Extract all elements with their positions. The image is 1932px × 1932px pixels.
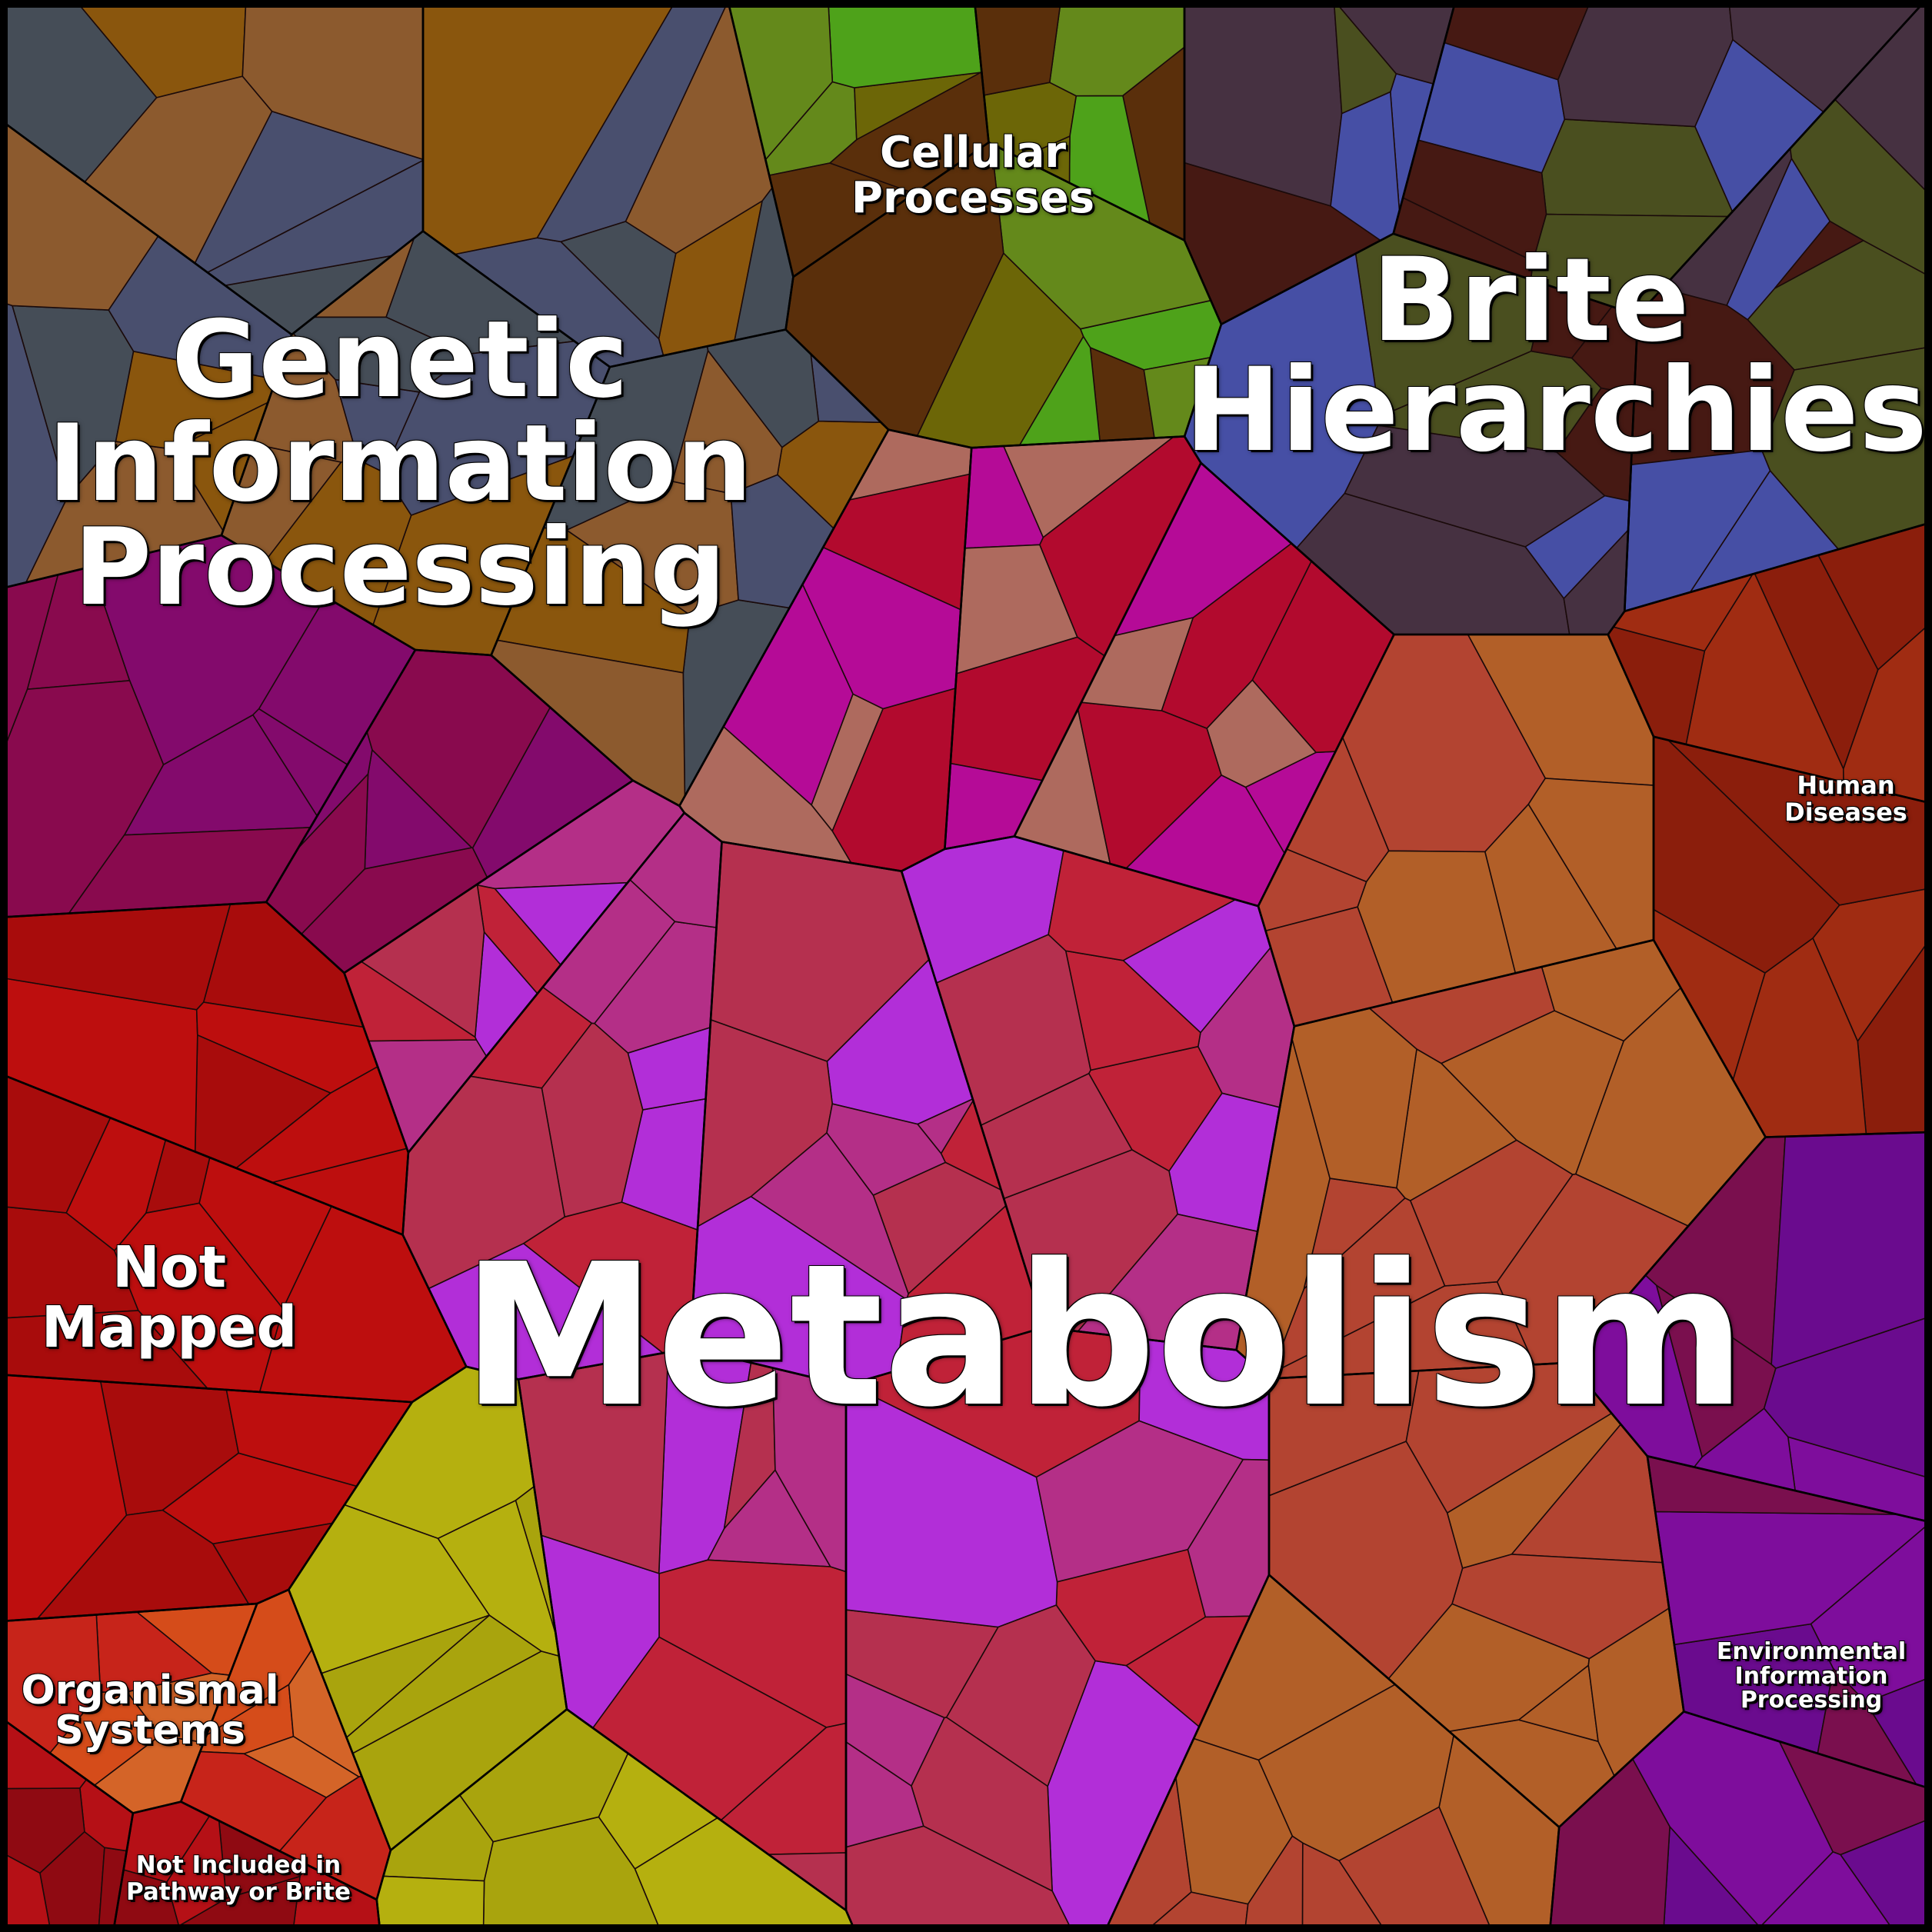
voronoi-region-outline-unlabeled_right <box>1103 1573 1561 1932</box>
voronoi-region-outline-not_included <box>0 1715 135 1932</box>
voronoi-subcell-not_mapped <box>0 903 232 1011</box>
voronoi-subcell-metabolism <box>826 1103 947 1196</box>
voronoi-subcell-metabolism <box>945 1604 1096 1787</box>
voronoi-subcell-brite <box>1774 220 1865 289</box>
voronoi-subcell-environmental <box>1839 1817 1932 1932</box>
voronoi-subcell-human_diseases <box>1842 621 1932 804</box>
voronoi-region-outline-unlabeled_left <box>265 648 635 974</box>
voronoi-subcell-unlabeled_left <box>0 680 165 918</box>
voronoi-subcell-unlabeled_right <box>1268 1441 1464 1680</box>
voronoi-region-outline-genetic <box>0 0 425 336</box>
voronoi-subcell-organismal <box>242 1735 361 1799</box>
voronoi-subcell-cellular <box>827 0 983 88</box>
voronoi-subcell-metabolism <box>1035 1420 1244 1583</box>
voronoi-subcell-not_included <box>0 1787 85 1874</box>
voronoi-subcell-genetic <box>242 0 424 161</box>
voronoi-subcell-unlabeled_yellow <box>375 1875 485 1932</box>
voronoi-region-outline-genetic <box>0 118 293 590</box>
voronoi-subcell-not_included <box>0 1850 52 1932</box>
voronoi-subcell-cellular <box>974 0 1062 96</box>
voronoi-subcell-genetic <box>0 0 158 183</box>
voronoi-region-outline-unlabeled_center <box>943 435 1202 851</box>
voronoi-region-outline-unlabeled_center <box>678 428 973 873</box>
voronoi-region-outline-unlabeled_yellow <box>375 1707 857 1932</box>
voronoi-subcell-genetic <box>559 221 677 341</box>
voronoi-region-outline-unlabeled_right <box>1257 633 1655 1028</box>
voronoi-subcell-unlabeled_right <box>1244 1835 1304 1932</box>
voronoi-region-outline-cellular <box>973 0 1186 242</box>
voronoi-subcell-metabolism <box>541 878 676 1024</box>
